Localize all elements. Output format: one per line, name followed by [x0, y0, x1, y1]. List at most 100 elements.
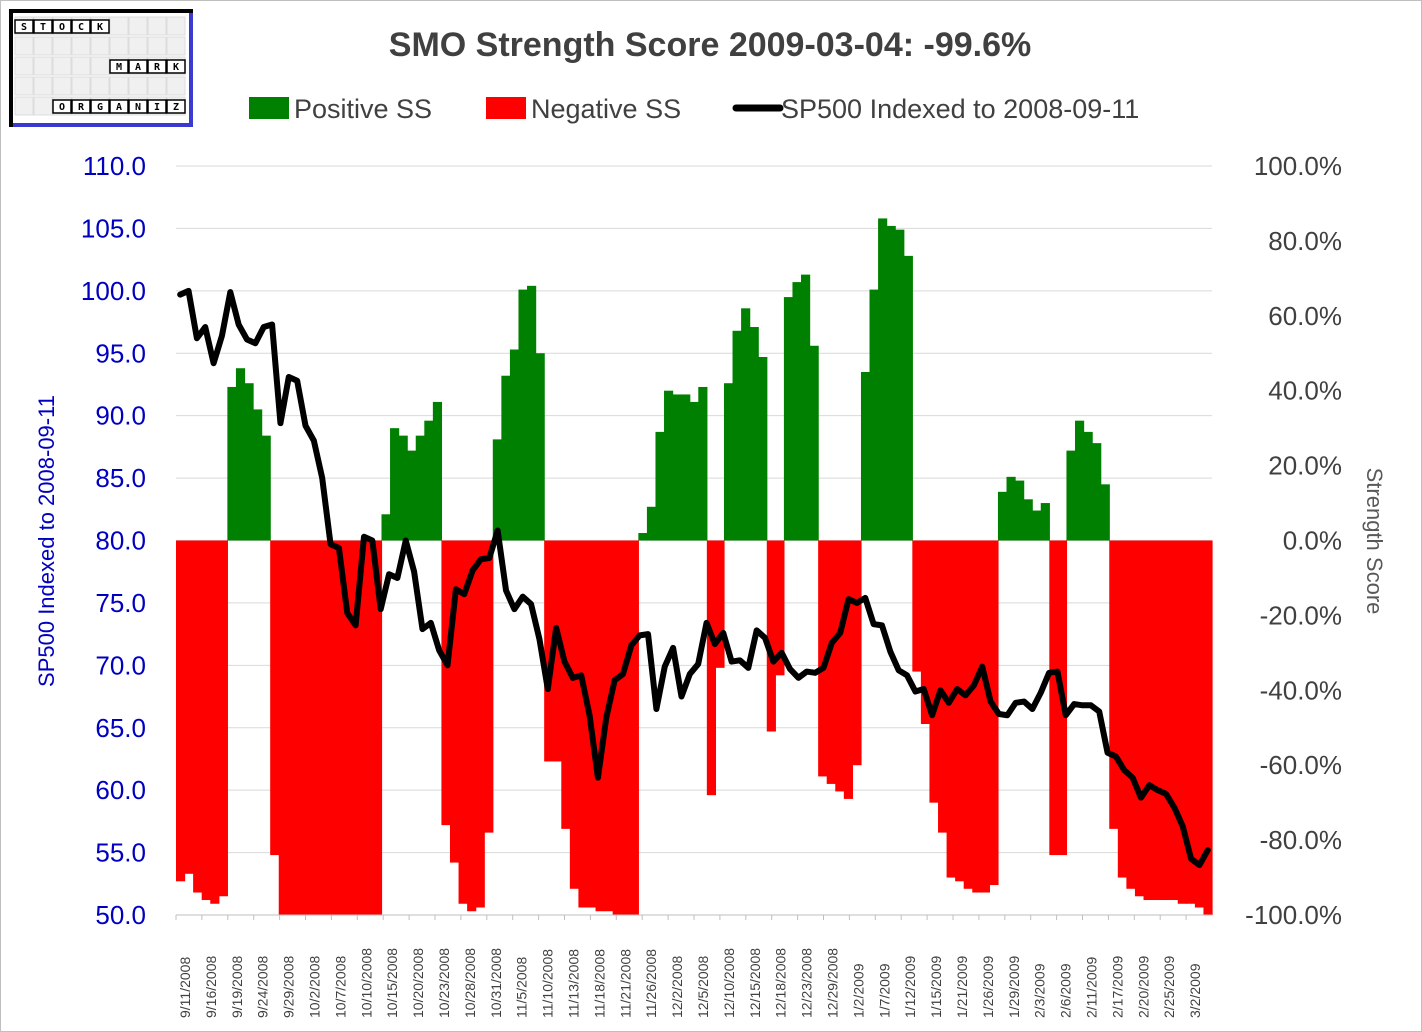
negative-bar — [1177, 540, 1187, 904]
logo-cell — [90, 56, 110, 76]
negative-bar — [364, 540, 374, 915]
positive-bar — [535, 353, 545, 541]
logo-letter-box — [52, 99, 72, 114]
logo-letter: A — [135, 62, 141, 73]
negative-bar — [1203, 540, 1213, 915]
negative-bar — [621, 540, 631, 915]
logo-letter: Z — [173, 102, 179, 113]
positive-bar — [723, 383, 734, 541]
logo-letter-box — [166, 59, 186, 74]
x-tick-label: 10/7/2008 — [332, 956, 348, 1018]
logo-letter-box — [109, 59, 129, 74]
logo-letter-box — [109, 99, 129, 114]
negative-bar — [835, 540, 845, 792]
negative-bar — [458, 540, 468, 904]
negative-bar — [347, 540, 357, 915]
positive-bar — [758, 357, 768, 541]
y-tick-left: 105.0 — [81, 213, 146, 243]
positive-bar — [997, 491, 1008, 541]
positive-bar — [886, 225, 896, 541]
positive-bar — [1015, 480, 1025, 541]
y-tick-left: 60.0 — [95, 775, 146, 805]
negative-bar — [176, 540, 186, 882]
stock-market-organizer-logo: S T O C K M A R K O R G A N I Z — [9, 9, 193, 127]
y-tick-left: 90.0 — [95, 401, 146, 431]
logo-cell — [147, 16, 167, 36]
y-tick-left: 95.0 — [95, 338, 146, 368]
y-tick-left: 50.0 — [95, 900, 146, 930]
positive-bar — [390, 428, 400, 541]
y-tick-left: 70.0 — [95, 650, 146, 680]
negative-bar — [852, 540, 862, 766]
positive-bar — [655, 431, 665, 541]
legend-label-negative: Negative SS — [531, 94, 681, 124]
logo-cell — [14, 76, 34, 96]
y-tick-right: 60.0% — [1268, 301, 1342, 331]
x-tick-label: 11/10/2008 — [540, 949, 556, 1018]
logo-cell — [128, 36, 148, 56]
logo-cell — [166, 16, 186, 36]
logo-cell — [14, 36, 34, 56]
negative-bar — [595, 540, 605, 912]
negative-bar — [201, 540, 211, 901]
positive-bar — [1083, 431, 1093, 541]
logo-cell — [33, 36, 53, 56]
logo-letter: N — [135, 102, 141, 113]
negative-bar — [355, 540, 365, 915]
x-tick-label: 12/15/2008 — [747, 948, 763, 1018]
negative-bar — [330, 540, 340, 915]
positive-bar — [732, 330, 742, 541]
y-tick-right: -20.0% — [1260, 600, 1342, 630]
positive-bar — [878, 218, 888, 541]
logo-shadow — [13, 123, 193, 127]
positive-bar — [235, 368, 246, 541]
x-tick-label: 11/18/2008 — [591, 949, 607, 1018]
negative-bar — [1049, 540, 1059, 856]
negative-bar — [938, 540, 948, 833]
logo-letter: O — [59, 22, 65, 33]
logo-cell — [109, 76, 129, 96]
chart-title: SMO Strength Score 2009-03-04: -99.6% — [389, 26, 1031, 64]
x-tick-label: 2/25/2009 — [1161, 956, 1177, 1018]
positive-bar — [895, 229, 905, 541]
negative-bar — [372, 540, 383, 915]
positive-bar — [681, 394, 691, 541]
x-tick-label: 11/5/2008 — [514, 957, 530, 1018]
x-tick-label: 1/7/2009 — [876, 963, 892, 1018]
logo-cell — [166, 76, 186, 96]
positive-bar — [261, 435, 271, 541]
negative-bar — [338, 540, 348, 915]
y-tick-left: 75.0 — [95, 588, 146, 618]
positive-bar — [1023, 499, 1033, 541]
logo-letter: S — [21, 22, 27, 33]
legend: Positive SS Negative SS SP500 Indexed to… — [249, 94, 1139, 124]
x-tick-label: 1/12/2009 — [902, 956, 918, 1018]
positive-bar — [1092, 443, 1102, 541]
logo-cell — [14, 96, 34, 116]
positive-bar — [415, 435, 425, 541]
logo-cell — [33, 76, 53, 96]
negative-bar — [1169, 540, 1179, 901]
negative-bar — [818, 540, 828, 777]
x-tick-label: 1/26/2009 — [980, 956, 996, 1018]
positive-bar — [432, 401, 443, 541]
legend-swatch-positive — [249, 97, 289, 119]
positive-bar — [492, 439, 502, 541]
negative-bar — [1160, 540, 1170, 901]
y-tick-right: -40.0% — [1260, 675, 1342, 705]
logo-cell — [14, 56, 34, 76]
x-tick-label: 1/2/2009 — [850, 963, 866, 1018]
negative-bar — [963, 540, 973, 889]
y-tick-right: -80.0% — [1260, 825, 1342, 855]
positive-bar — [792, 282, 802, 541]
positive-bar — [689, 401, 699, 541]
positive-bar — [1100, 484, 1110, 541]
x-tick-label: 12/23/2008 — [799, 948, 815, 1018]
y-tick-right: -60.0% — [1260, 750, 1342, 780]
logo-letter-box — [71, 99, 91, 114]
x-tick-label: 12/10/2008 — [721, 948, 737, 1018]
negative-bar — [475, 540, 485, 908]
negative-bar — [1134, 540, 1145, 897]
negative-bar — [1126, 540, 1136, 889]
